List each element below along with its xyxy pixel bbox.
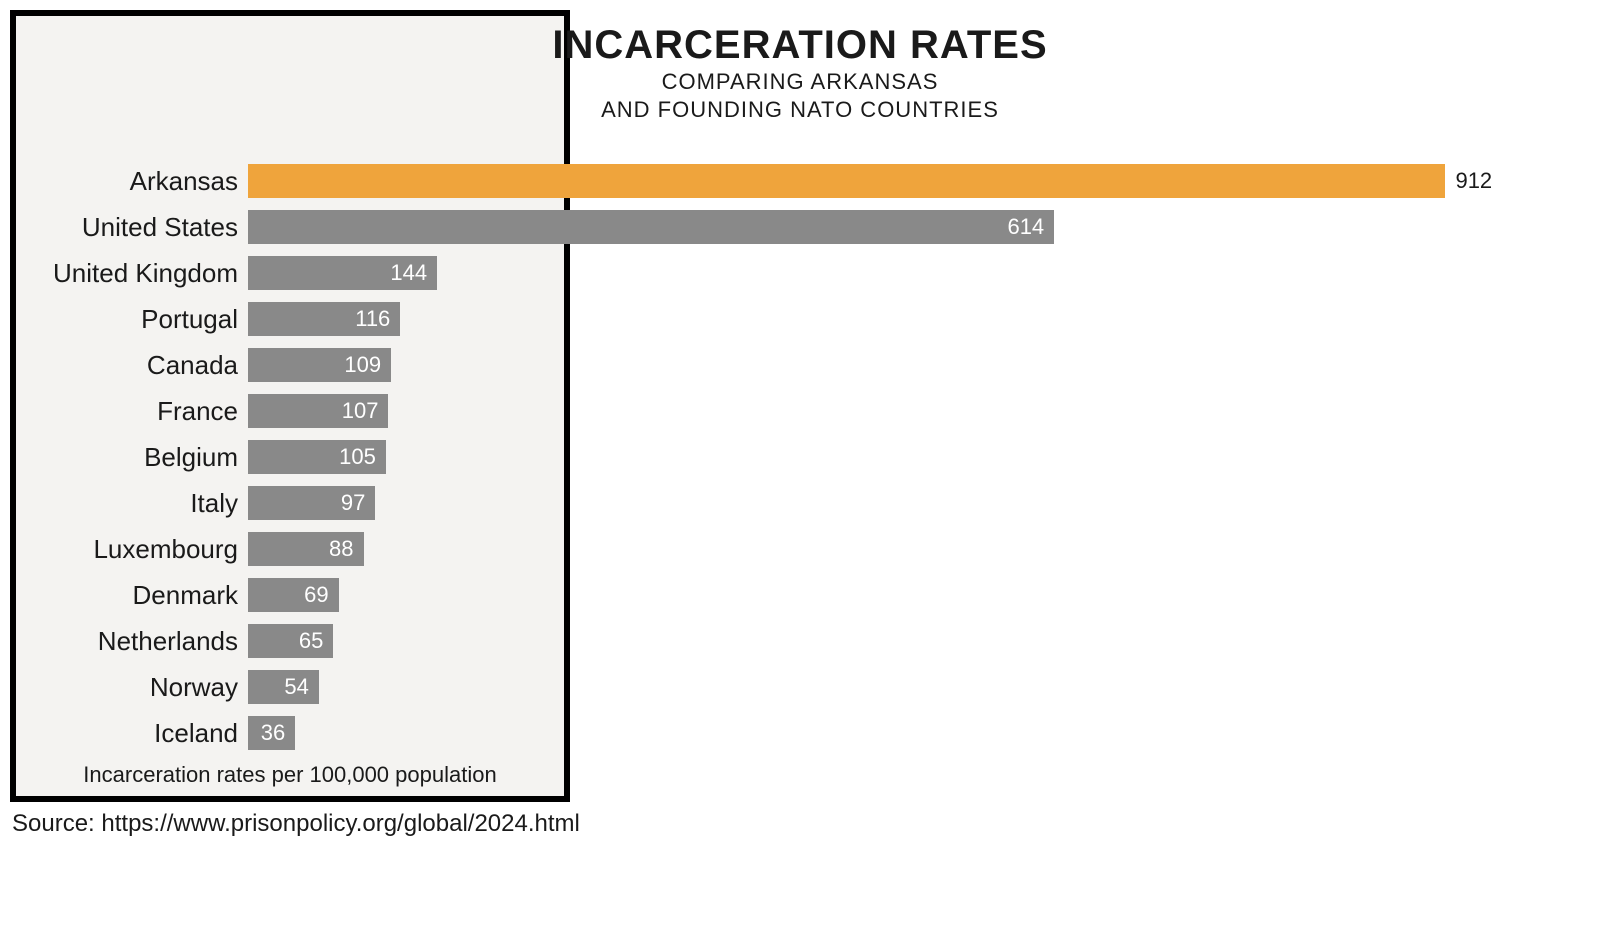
bar-label: Canada [10, 350, 248, 381]
bar-label: Luxembourg [10, 534, 248, 565]
bar-value: 69 [304, 578, 328, 612]
bar-cell: 107 [248, 394, 1590, 428]
bar-cell: 109 [248, 348, 1590, 382]
source-line: Source: https://www.prisonpolicy.org/glo… [12, 810, 580, 838]
bar-value: 105 [339, 440, 376, 474]
bar-label: Italy [10, 488, 248, 519]
bar-cell: 88 [248, 532, 1590, 566]
bar-value: 614 [1007, 210, 1044, 244]
bar-cell: 614 [248, 210, 1590, 244]
bar-row: United Kingdom 144 [10, 250, 1590, 296]
bar-row: Netherlands 65 [10, 618, 1590, 664]
bar-cell: 144 [248, 256, 1590, 290]
bar-value: 116 [355, 302, 390, 336]
bar-cell: 105 [248, 440, 1590, 474]
chart-subtitle-line2: AND FOUNDING NATO COUNTRIES [601, 97, 999, 122]
bar-label: Portugal [10, 304, 248, 335]
bar-row: Norway 54 [10, 664, 1590, 710]
bar-row: France 107 [10, 388, 1590, 434]
bar-cell: 54 [248, 670, 1590, 704]
bar-cell: 97 [248, 486, 1590, 520]
bar-value: 97 [341, 486, 365, 520]
bar-label: Iceland [10, 718, 248, 749]
bar-label: Arkansas [10, 166, 248, 197]
bar-row: Luxembourg 88 [10, 526, 1590, 572]
bar-label: France [10, 396, 248, 427]
bar-label: Norway [10, 672, 248, 703]
bar-label: United States [10, 212, 248, 243]
bar-cell: 65 [248, 624, 1590, 658]
bar-value: 88 [329, 532, 353, 566]
bar-cell: 36 [248, 716, 1590, 750]
bar-value: 912 [1455, 164, 1492, 198]
bar-value: 107 [342, 394, 379, 428]
bar-row: Italy 97 [10, 480, 1590, 526]
bar-cell: 912 [248, 164, 1590, 198]
chart-subtitle: COMPARING ARKANSAS AND FOUNDING NATO COU… [10, 68, 1590, 123]
chart-subtitle-line1: COMPARING ARKANSAS [662, 69, 939, 94]
bar-row: Belgium 105 [10, 434, 1590, 480]
bar-value: 36 [261, 716, 285, 750]
bar [248, 164, 1445, 198]
bar-label: Netherlands [10, 626, 248, 657]
bar-label: Belgium [10, 442, 248, 473]
bar-label: United Kingdom [10, 258, 248, 289]
chart-title: INCARCERATION RATES [10, 24, 1590, 66]
chart-rows: Arkansas 912 United States 614 United Kingdo… [10, 158, 1590, 756]
bar-row: Arkansas 912 [10, 158, 1590, 204]
bar [248, 210, 1054, 244]
bar-row: Canada 109 [10, 342, 1590, 388]
bar-value: 144 [390, 256, 427, 290]
bar-value: 54 [284, 670, 308, 704]
bar-row: Denmark 69 [10, 572, 1590, 618]
bar-value: 65 [299, 624, 323, 658]
bar-cell: 116 [248, 302, 1590, 336]
bar-row: Portugal 116 [10, 296, 1590, 342]
bar-cell: 69 [248, 578, 1590, 612]
axis-caption: Incarceration rates per 100,000 populati… [10, 762, 570, 788]
bar-label: Denmark [10, 580, 248, 611]
chart-area: INCARCERATION RATES COMPARING ARKANSAS A… [10, 10, 1590, 802]
bar-row: Iceland 36 [10, 710, 1590, 756]
bar-row: United States 614 [10, 204, 1590, 250]
bar-value: 109 [344, 348, 381, 382]
